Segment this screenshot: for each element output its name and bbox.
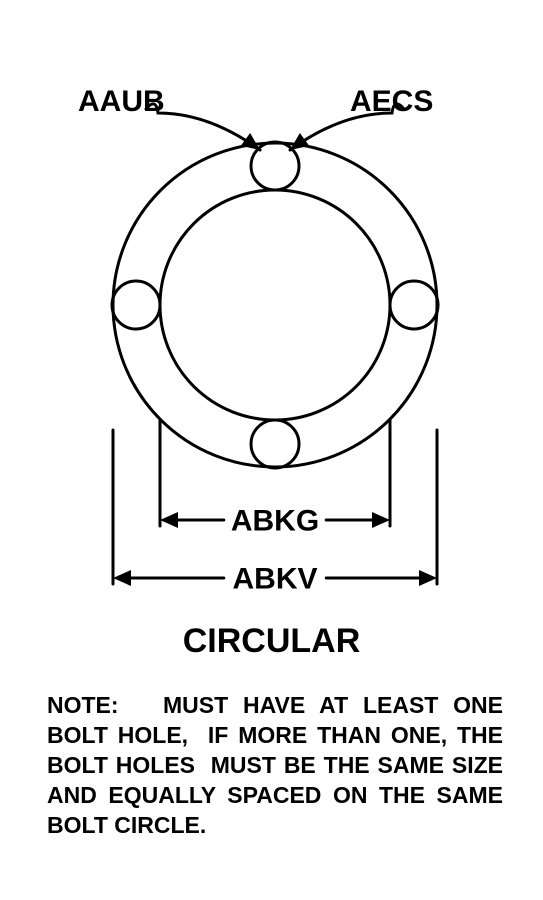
figure-title: CIRCULAR: [0, 622, 543, 661]
callout-label-aaub: AAUB: [78, 85, 165, 119]
svg-text:ABKG: ABKG: [231, 505, 319, 538]
callout-label-aecs: AECS: [350, 85, 433, 119]
figure-note: NOTE: MUST HAVE AT LEAST ONE BOLT HOLE, …: [47, 690, 503, 840]
svg-text:ABKV: ABKV: [232, 563, 317, 596]
page: ABKG ABKV AAUB AECS CIRCULAR NOTE: MUST H…: [0, 0, 543, 900]
